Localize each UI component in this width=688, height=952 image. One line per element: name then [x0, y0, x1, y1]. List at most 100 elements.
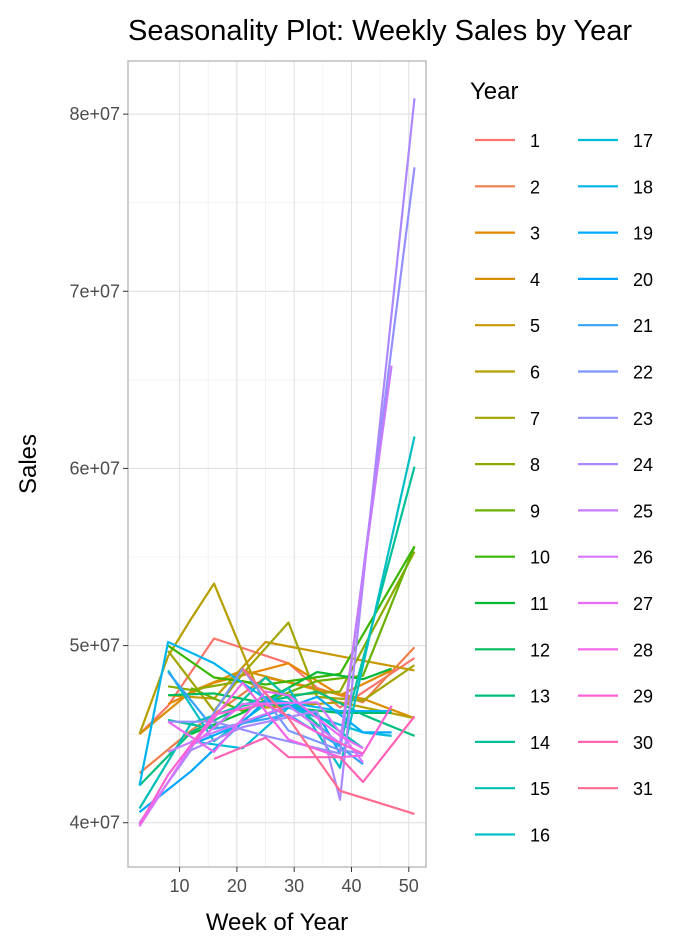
legend-item: 1 [475, 131, 540, 151]
x-axis-title: Week of Year [206, 909, 348, 936]
x-tick-label: 10 [170, 876, 190, 896]
x-tick-label: 30 [284, 876, 304, 896]
legend-item: 19 [578, 224, 653, 244]
legend-label: 22 [633, 363, 653, 383]
legend-item: 9 [475, 501, 540, 521]
legend-item: 18 [578, 177, 653, 197]
legend-item: 17 [578, 131, 653, 151]
legend-item: 4 [475, 270, 540, 290]
legend-item: 24 [578, 455, 653, 475]
legend-label: 3 [530, 224, 540, 244]
legend-item: 3 [475, 224, 540, 244]
legend-label: 27 [633, 594, 653, 614]
legend-label: 9 [530, 501, 540, 521]
legend-item: 28 [578, 640, 653, 660]
y-tick-label: 6e+07 [69, 458, 120, 478]
legend-item: 15 [475, 779, 550, 799]
legend-label: 24 [633, 455, 653, 475]
x-tick-label: 40 [341, 876, 361, 896]
series-line-year-31 [241, 667, 415, 815]
series-line-year-4 [138, 669, 415, 735]
legend-label: 12 [530, 640, 550, 660]
y-axis-title: Sales [15, 434, 42, 494]
legend-label: 28 [633, 640, 653, 660]
legend-label: 14 [530, 733, 550, 753]
legend-label: 19 [633, 224, 653, 244]
series-line-year-27 [167, 690, 364, 754]
legend-label: 17 [633, 131, 653, 151]
legend-label: 4 [530, 270, 540, 290]
legend: 1234567891011121314151617181920212223242… [475, 131, 653, 846]
legend-item: 26 [578, 548, 653, 568]
series-line-year-10 [167, 545, 416, 686]
legend-item: 14 [475, 733, 550, 753]
legend-label: 15 [530, 779, 550, 799]
legend-item: 7 [475, 409, 540, 429]
legend-label: 13 [530, 687, 550, 707]
minor-gridlines [128, 61, 426, 867]
legend-item: 21 [578, 316, 653, 336]
series-line-year-26 [138, 701, 364, 827]
series-line-year-28 [190, 681, 364, 759]
y-tick-label: 7e+07 [69, 281, 120, 301]
legend-label: 21 [633, 316, 653, 336]
legend-item: 6 [475, 363, 540, 383]
legend-item: 16 [475, 826, 550, 846]
legend-item: 2 [475, 177, 540, 197]
series-line-year-11 [190, 667, 392, 736]
series-line-year-21 [167, 671, 364, 766]
y-axis-ticks: 4e+07 5e+07 6e+07 7e+07 8e+07 [69, 104, 128, 833]
y-tick-label: 5e+07 [69, 636, 120, 656]
x-tick-label: 20 [227, 876, 247, 896]
series-line-year-15 [138, 695, 364, 810]
y-tick-label: 4e+07 [69, 813, 120, 833]
chart-title: Seasonality Plot: Weekly Sales by Year [128, 15, 632, 47]
series-lines [138, 98, 416, 827]
series-line-year-14 [167, 466, 416, 746]
series-line-year-8 [167, 551, 416, 697]
legend-label: 11 [530, 594, 549, 614]
legend-item: 27 [578, 594, 653, 614]
legend-label: 25 [633, 501, 653, 521]
series-line-year-22 [190, 667, 364, 755]
legend-item: 12 [475, 640, 550, 660]
series-line-year-24 [138, 98, 416, 824]
legend-label: 10 [530, 548, 550, 568]
legend-item: 22 [578, 363, 653, 383]
legend-label: 16 [530, 826, 550, 846]
legend-item: 25 [578, 501, 653, 521]
legend-item: 29 [578, 687, 653, 707]
legend-label: 20 [633, 270, 653, 290]
legend-label: 6 [530, 363, 540, 383]
series-line-year-16 [167, 436, 416, 769]
legend-label: 29 [633, 687, 653, 707]
legend-label: 30 [633, 733, 653, 753]
y-tick-label: 8e+07 [69, 104, 120, 124]
legend-label: 1 [530, 131, 540, 151]
legend-label: 26 [633, 548, 653, 568]
plot-panel-border [127, 60, 427, 868]
legend-label: 5 [530, 316, 540, 336]
legend-item: 30 [578, 733, 653, 753]
legend-item: 10 [475, 548, 550, 568]
legend-label: 18 [633, 177, 653, 197]
legend-label: 2 [530, 177, 540, 197]
legend-item: 8 [475, 455, 540, 475]
legend-title: Year [470, 78, 519, 105]
legend-item: 13 [475, 687, 550, 707]
legend-label: 7 [530, 409, 540, 429]
legend-label: 31 [633, 779, 653, 799]
series-line-year-29 [138, 702, 393, 826]
legend-item: 11 [475, 594, 549, 614]
x-tick-label: 50 [399, 876, 419, 896]
series-line-year-19 [190, 695, 392, 746]
plot-panel [127, 60, 427, 868]
legend-label: 8 [530, 455, 540, 475]
legend-label: 23 [633, 409, 653, 429]
legend-item: 20 [578, 270, 653, 290]
legend-item: 23 [578, 409, 653, 429]
legend-item: 31 [578, 779, 653, 799]
series-line-year-30 [213, 715, 416, 784]
x-axis-ticks: 10 20 30 40 50 [170, 867, 419, 896]
